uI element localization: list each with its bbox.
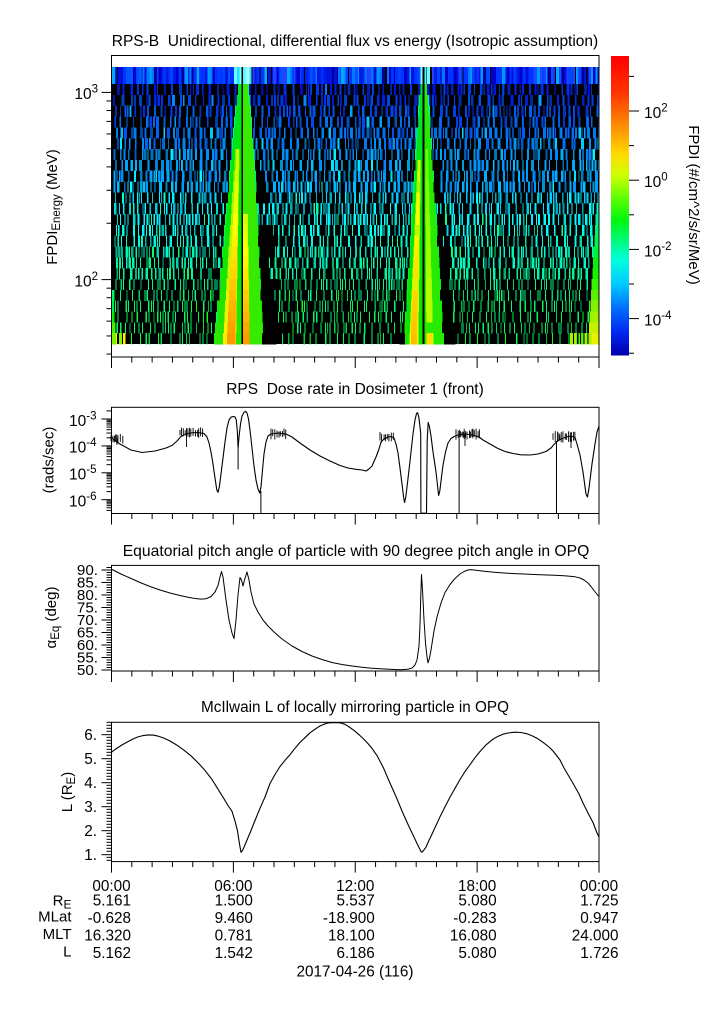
svg-text:3.: 3. xyxy=(84,799,97,816)
svg-text:1.726: 1.726 xyxy=(580,945,618,962)
svg-text:4.: 4. xyxy=(84,775,97,792)
svg-text:00:00: 00:00 xyxy=(580,878,618,895)
svg-text:-0.628: -0.628 xyxy=(88,910,131,927)
svg-text:FPDI (#/cm^2/s/sr/MeV): FPDI (#/cm^2/s/sr/MeV) xyxy=(685,125,702,285)
svg-text:0.781: 0.781 xyxy=(215,928,253,945)
svg-text:2017-04-26 (116): 2017-04-26 (116) xyxy=(296,964,413,981)
svg-text:RE: RE xyxy=(53,893,72,912)
svg-text:1.500: 1.500 xyxy=(215,893,253,910)
svg-text:00:00: 00:00 xyxy=(92,878,130,895)
svg-text:55.: 55. xyxy=(77,650,98,667)
svg-text:MLT: MLT xyxy=(43,926,72,943)
svg-text:6.: 6. xyxy=(84,727,97,744)
svg-text:70.: 70. xyxy=(77,612,98,629)
svg-text:1.542: 1.542 xyxy=(215,945,253,962)
svg-text:12:00: 12:00 xyxy=(336,878,374,895)
svg-text:5.080: 5.080 xyxy=(458,945,496,962)
svg-text:16.320: 16.320 xyxy=(84,928,131,945)
svg-text:85.: 85. xyxy=(77,575,98,592)
svg-text:McIlwain L of locally mirrorin: McIlwain L of locally mirroring particle… xyxy=(201,699,509,716)
svg-text:18:00: 18:00 xyxy=(458,878,496,895)
svg-text:80.: 80. xyxy=(77,587,98,604)
svg-text:1.725: 1.725 xyxy=(580,893,618,910)
svg-text:5.: 5. xyxy=(84,751,97,768)
svg-text:65.: 65. xyxy=(77,625,98,642)
svg-text:24.000: 24.000 xyxy=(572,928,619,945)
svg-text:FPDIEnergy (MeV): FPDIEnergy (MeV) xyxy=(44,149,63,265)
svg-text:L: L xyxy=(63,944,71,961)
svg-text:Equatorial pitch angle of part: Equatorial pitch angle of particle with … xyxy=(123,543,590,560)
svg-text:RPS-B Unidirectional, differe: RPS-B Unidirectional, differential flux … xyxy=(112,33,598,50)
svg-text:50.: 50. xyxy=(77,662,98,679)
svg-text:5.162: 5.162 xyxy=(93,945,131,962)
svg-text:1.: 1. xyxy=(84,847,97,864)
svg-text:0.947: 0.947 xyxy=(580,910,618,927)
svg-text:90.: 90. xyxy=(77,562,98,579)
svg-text:MLat: MLat xyxy=(38,909,72,926)
svg-text:06:00: 06:00 xyxy=(214,878,252,895)
svg-text:2.: 2. xyxy=(84,823,97,840)
svg-text:-18.900: -18.900 xyxy=(323,910,375,927)
svg-text:5.537: 5.537 xyxy=(336,893,374,910)
svg-text:-0.283: -0.283 xyxy=(453,910,496,927)
svg-text:(rads/sec): (rads/sec) xyxy=(41,427,58,494)
svg-text:6.186: 6.186 xyxy=(336,945,374,962)
svg-text:5.080: 5.080 xyxy=(458,893,496,910)
svg-text:75.: 75. xyxy=(77,600,98,617)
svg-text:60.: 60. xyxy=(77,637,98,654)
svg-text:5.161: 5.161 xyxy=(93,893,131,910)
svg-text:16.080: 16.080 xyxy=(450,928,497,945)
svg-text:9.460: 9.460 xyxy=(215,910,253,927)
svg-text:RPS Dose rate in Dosimeter 1: RPS Dose rate in Dosimeter 1 (front) xyxy=(226,381,484,398)
svg-text:18.100: 18.100 xyxy=(328,928,375,945)
